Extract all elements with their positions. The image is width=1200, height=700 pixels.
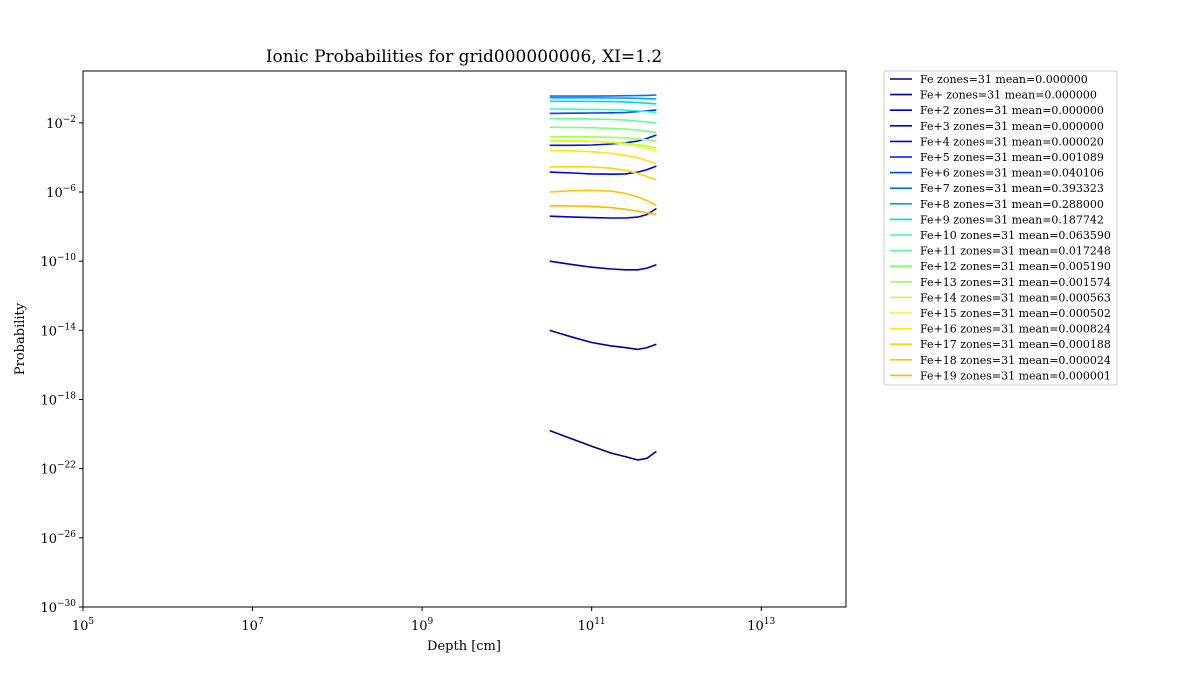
x-axis-label: Depth [cm] [427,639,501,654]
legend-entry-label: Fe+17 zones=31 mean=0.000188 [920,338,1111,351]
series-layer [549,94,657,461]
y-tick-label: 10−10 [40,253,76,270]
x-axis: 105 107 109 1011 1013 [72,607,775,634]
legend-entry-label: Fe+18 zones=31 mean=0.000024 [920,354,1111,367]
legend-entry-label: Fe+7 zones=31 mean=0.393323 [920,182,1104,195]
series-line-3 [549,207,657,219]
legend-items: Fe zones=31 mean=0.000000 Fe+ zones=31 me… [890,73,1111,382]
y-tick-label: 10−22 [40,461,76,478]
y-tick-label: 10−30 [40,599,76,616]
series-line-1 [549,329,657,351]
series-line-4 [549,165,657,175]
series-line-16 [549,149,657,165]
legend-entry-label: Fe+11 zones=31 mean=0.017248 [920,245,1111,258]
y-tick-label: 10−2 [46,115,76,132]
legend-entry-label: Fe+10 zones=31 mean=0.063590 [920,229,1111,242]
legend-entry-label: Fe+8 zones=31 mean=0.288000 [920,198,1104,211]
x-tick-label: 1011 [578,617,606,634]
x-tick-label: 105 [72,617,95,634]
x-tick-label: 109 [411,617,434,634]
series-line-17 [549,165,657,181]
legend-frame [883,70,1118,386]
legend-entry-label: Fe+13 zones=31 mean=0.001574 [920,276,1111,289]
legend-entry-label: Fe+5 zones=31 mean=0.001089 [920,151,1104,164]
legend: Fe zones=31 mean=0.000000 Fe+ zones=31 me… [883,70,1118,386]
legend-entry-label: Fe+2 zones=31 mean=0.000000 [920,104,1104,117]
series-line-2 [549,260,657,271]
series-line-13 [549,135,657,142]
legend-entry-label: Fe+15 zones=31 mean=0.000502 [920,307,1111,320]
legend-entry-label: Fe+16 zones=31 mean=0.000824 [920,323,1111,336]
series-line-11 [549,117,657,124]
series-line-7 [549,94,657,97]
series-line-9 [549,100,657,105]
legend-entry-label: Fe+12 zones=31 mean=0.005190 [920,260,1111,273]
chart-title: Ionic Probabilities for grid000000006, X… [266,47,662,67]
y-tick-label: 10−26 [40,530,76,547]
legend-entry-label: Fe+9 zones=31 mean=0.187742 [920,213,1104,226]
y-axis: 10−2 10−6 10−10 10−14 10−18 10−22 10−26 10−30 [40,115,83,616]
x-tick-label: 107 [241,617,264,634]
series-line-8 [549,97,657,100]
legend-entry-label: Fe zones=31 mean=0.000000 [920,73,1088,86]
series-line-12 [549,126,657,134]
legend-entry-label: Fe+19 zones=31 mean=0.000001 [920,369,1111,382]
series-line-10 [549,108,657,114]
series-line-19 [549,205,657,216]
y-axis-label: Probability [13,302,28,375]
legend-entry-label: Fe+6 zones=31 mean=0.040106 [920,167,1104,180]
series-line-15 [549,139,657,152]
x-tick-label: 1013 [747,617,775,634]
y-tick-label: 10−18 [40,392,76,409]
legend-entry-label: Fe+14 zones=31 mean=0.000563 [920,291,1111,304]
legend-entry-label: Fe+4 zones=31 mean=0.000020 [920,135,1104,148]
y-tick-label: 10−14 [40,322,76,339]
series-line-0 [549,429,657,461]
y-tick-label: 10−6 [46,184,76,201]
plot-area-frame [82,70,847,608]
legend-entry-label: Fe+3 zones=31 mean=0.000000 [920,120,1104,133]
legend-entry-label: Fe+ zones=31 mean=0.000000 [920,89,1097,102]
series-line-18 [549,189,657,207]
